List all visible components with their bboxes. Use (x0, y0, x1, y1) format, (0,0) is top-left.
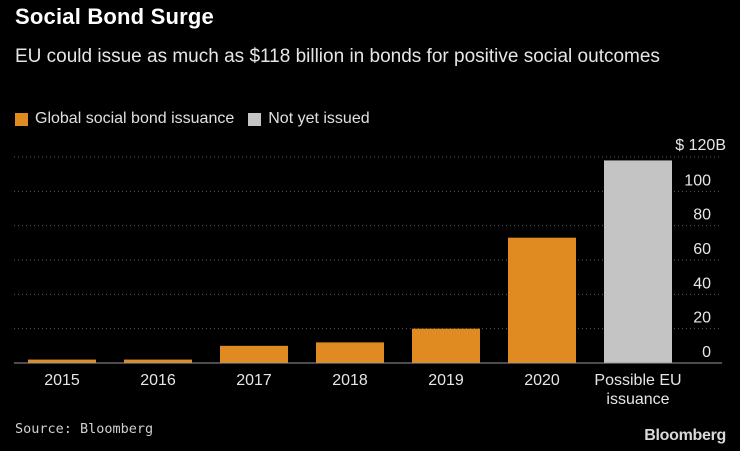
bar-2019 (412, 328, 480, 363)
bar-possible-eu-issuance (604, 160, 672, 363)
y-tick-label: 60 (693, 241, 711, 258)
legend-swatch-issued (15, 112, 28, 126)
x-tick-label: Possible EU (594, 372, 681, 389)
legend-label-not-issued: Not yet issued (268, 110, 370, 127)
x-tick-label: 2015 (44, 372, 80, 389)
legend-item-not-issued: Not yet issued (248, 110, 370, 128)
y-tick-label: 80 (693, 207, 711, 224)
chart-subtitle: EU could issue as much as $118 billion i… (15, 46, 660, 67)
bar-2017 (220, 345, 288, 363)
x-tick-label: issuance (606, 391, 669, 408)
bar-2016 (124, 359, 192, 363)
legend-item-issued: Global social bond issuance (15, 110, 234, 128)
legend: Global social bond issuance Not yet issu… (15, 110, 384, 128)
x-tick-label: 2018 (332, 372, 368, 389)
legend-label-issued: Global social bond issuance (35, 110, 235, 127)
bloomberg-logo: Bloomberg (644, 427, 726, 444)
legend-swatch-not-issued (248, 112, 262, 126)
source-note: Source: Bloomberg (15, 421, 154, 437)
x-tick-label: 2020 (524, 372, 560, 389)
y-tick-label: 0 (702, 344, 711, 361)
bar-2020 (508, 237, 576, 363)
x-tick-label: 2019 (428, 372, 464, 389)
bar-2015 (28, 359, 96, 363)
x-tick-label: 2016 (140, 372, 176, 389)
y-tick-label: 20 (693, 310, 711, 327)
bar-2018 (316, 342, 384, 363)
x-tick-label: 2017 (236, 372, 272, 389)
chart-title: Social Bond Surge (15, 4, 214, 29)
y-tick-label: 40 (693, 275, 711, 292)
y-tick-label: 100 (684, 172, 711, 189)
y-axis-top-label: $ 120B (675, 137, 726, 154)
